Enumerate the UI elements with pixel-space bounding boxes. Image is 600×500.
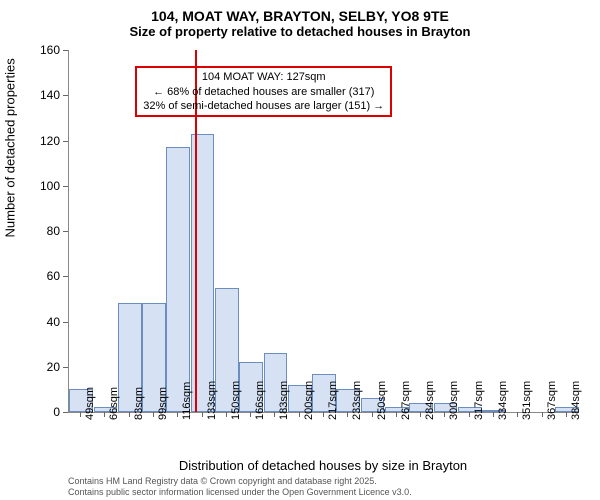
x-tick-mark: [420, 412, 421, 417]
x-tick-mark: [566, 412, 567, 417]
x-tick-mark: [517, 412, 518, 417]
x-tick-label: 351sqm: [521, 381, 533, 420]
y-tick-label: 20: [47, 360, 60, 374]
y-tick-label: 60: [47, 269, 60, 283]
x-tick-label: 183sqm: [278, 381, 290, 420]
histogram-bar: [191, 134, 215, 412]
y-tick-label: 80: [47, 224, 60, 238]
footer-line2: Contains public sector information licen…: [68, 487, 412, 498]
y-tick-label: 160: [40, 43, 60, 57]
x-tick-label: 99sqm: [157, 387, 169, 420]
x-tick-label: 217sqm: [327, 381, 339, 420]
x-tick-label: 284sqm: [424, 381, 436, 420]
x-tick-mark: [104, 412, 105, 417]
x-axis-label: Distribution of detached houses by size …: [68, 458, 578, 473]
x-axis: 49sqm66sqm83sqm99sqm116sqm133sqm150sqm16…: [68, 412, 578, 462]
x-tick-label: 317sqm: [473, 381, 485, 420]
y-tick-label: 140: [40, 88, 60, 102]
x-tick-label: 334sqm: [497, 381, 509, 420]
histogram-bar: [166, 147, 190, 412]
x-tick-label: 133sqm: [206, 381, 218, 420]
y-tick-label: 40: [47, 315, 60, 329]
x-tick-label: 233sqm: [351, 381, 363, 420]
footer-line1: Contains HM Land Registry data © Crown c…: [68, 476, 412, 487]
x-tick-label: 367sqm: [546, 381, 558, 420]
x-tick-mark: [323, 412, 324, 417]
x-tick-label: 250sqm: [376, 381, 388, 420]
x-tick-mark: [226, 412, 227, 417]
x-tick-mark: [80, 412, 81, 417]
annotation-line1: 104 MOAT WAY: 127sqm: [143, 70, 384, 84]
x-tick-label: 166sqm: [254, 381, 266, 420]
x-tick-mark: [469, 412, 470, 417]
x-tick-mark: [444, 412, 445, 417]
y-tick-label: 0: [53, 405, 60, 419]
x-tick-mark: [153, 412, 154, 417]
x-tick-label: 300sqm: [448, 381, 460, 420]
x-tick-mark: [250, 412, 251, 417]
x-tick-mark: [177, 412, 178, 417]
annotation-box: 104 MOAT WAY: 127sqm ← 68% of detached h…: [135, 66, 392, 117]
chart-title-line1: 104, MOAT WAY, BRAYTON, SELBY, YO8 9TE: [0, 0, 600, 24]
chart-title-line2: Size of property relative to detached ho…: [0, 24, 600, 43]
x-tick-label: 49sqm: [84, 387, 96, 420]
x-tick-mark: [542, 412, 543, 417]
footer-attribution: Contains HM Land Registry data © Crown c…: [68, 476, 412, 498]
x-tick-label: 66sqm: [108, 387, 120, 420]
y-tick-label: 120: [40, 134, 60, 148]
x-tick-label: 200sqm: [303, 381, 315, 420]
x-tick-mark: [202, 412, 203, 417]
plot-area: 104 MOAT WAY: 127sqm ← 68% of detached h…: [68, 50, 579, 413]
x-tick-mark: [299, 412, 300, 417]
x-tick-mark: [347, 412, 348, 417]
annotation-line2: ← 68% of detached houses are smaller (31…: [143, 85, 384, 99]
x-tick-mark: [129, 412, 130, 417]
y-tick-label: 100: [40, 179, 60, 193]
x-tick-label: 150sqm: [230, 381, 242, 420]
x-tick-label: 267sqm: [400, 381, 412, 420]
x-tick-mark: [274, 412, 275, 417]
x-tick-label: 83sqm: [133, 387, 145, 420]
x-tick-mark: [372, 412, 373, 417]
x-tick-mark: [396, 412, 397, 417]
x-tick-mark: [493, 412, 494, 417]
y-axis: 020406080100120140160: [0, 50, 68, 412]
chart-container: 104, MOAT WAY, BRAYTON, SELBY, YO8 9TE S…: [0, 0, 600, 500]
x-tick-label: 384sqm: [570, 381, 582, 420]
annotation-line3: 32% of semi-detached houses are larger (…: [143, 99, 384, 113]
x-tick-label: 116sqm: [181, 382, 193, 420]
